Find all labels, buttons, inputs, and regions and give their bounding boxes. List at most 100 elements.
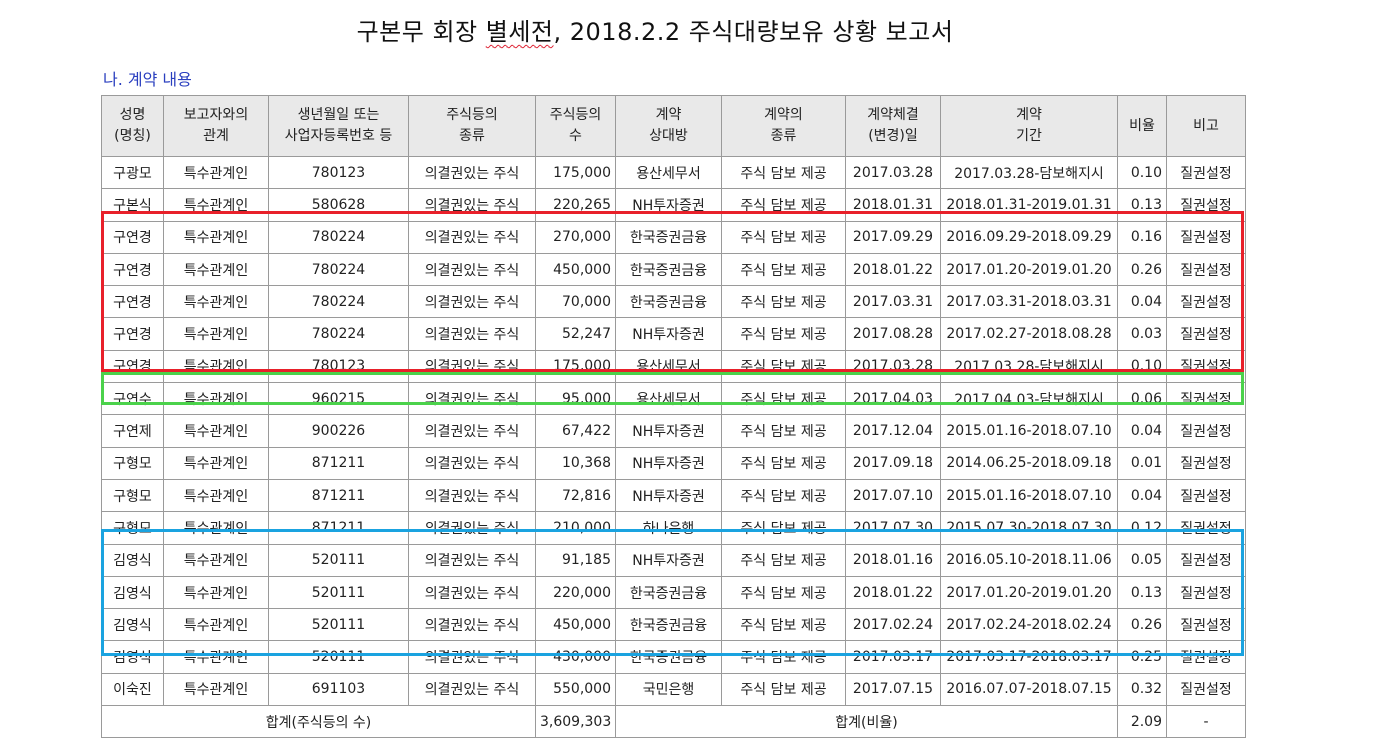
- cell-ratio: 0.03: [1117, 317, 1167, 351]
- title-pre: 구본무 회장: [356, 18, 486, 46]
- cell-birth-id: 780123: [268, 155, 409, 190]
- table-row: 구광모 특수관계인 780123 의결권있는 주식 175,000 용산세무서 주식 담보 …: [101, 155, 1246, 190]
- cell-contract-period: 2017.02.24-2018.02.24: [940, 608, 1118, 642]
- cell-contract-type: 주식 담보 제공: [721, 252, 846, 287]
- table-row: 구형모 특수관계인 871211 의결권있는 주식 72,816 NH투자증권 주식 담보 …: [101, 478, 1246, 513]
- header-cell: 성명 (명칭): [101, 95, 164, 157]
- header-line: 성명: [119, 107, 146, 123]
- cell-relation: 특수관계인: [163, 155, 269, 190]
- cell-contract-type: 주식 담보 제공: [721, 349, 846, 384]
- cell-contract-type: 주식 담보 제공: [721, 672, 846, 707]
- header-line: 주식등의: [446, 107, 498, 123]
- cell-contract-type: 주식 담보 제공: [721, 188, 846, 222]
- cell-contract-date: 2017.03.28: [845, 349, 941, 384]
- cell-counterparty: 한국증권금융: [615, 285, 722, 319]
- header-cell: 비율: [1117, 95, 1167, 157]
- total-shares-label: 합계(주식등의 수): [101, 705, 536, 738]
- table-row: 김영식 특수관계인 520111 의결권있는 주식 220,000 한국증권금융 주식 담보…: [101, 575, 1246, 610]
- cell-birth-id: 871211: [268, 511, 409, 545]
- header-line: 계약체결: [867, 107, 919, 123]
- cell-counterparty: 한국증권금융: [615, 640, 722, 674]
- cell-note: 질권설정: [1166, 188, 1246, 222]
- cell-counterparty: 하나은행: [615, 511, 722, 545]
- cell-contract-period: 2017.01.20-2019.01.20: [940, 252, 1118, 287]
- table-row: 김영식 특수관계인 520111 의결권있는 주식 91,185 NH투자증권 주식 담보 …: [101, 543, 1246, 577]
- cell-counterparty: 한국증권금융: [615, 220, 722, 254]
- table-row: 구연제 특수관계인 900226 의결권있는 주식 67,422 NH투자증권 주식 담보 …: [101, 414, 1246, 448]
- cell-note: 질권설정: [1166, 575, 1246, 610]
- cell-share-type: 의결권있는 주식: [408, 672, 536, 707]
- cell-name: 구연경: [101, 349, 164, 384]
- cell-ratio: 0.04: [1117, 478, 1167, 513]
- header-line: 비고: [1193, 117, 1219, 134]
- cell-counterparty: 한국증권금융: [615, 608, 722, 642]
- cell-name: 구형모: [101, 446, 164, 480]
- cell-share-type: 의결권있는 주식: [408, 511, 536, 545]
- cell-relation: 특수관계인: [163, 317, 269, 351]
- cell-relation: 특수관계인: [163, 672, 269, 707]
- cell-relation: 특수관계인: [163, 349, 269, 384]
- cell-contract-period: 2016.09.29-2018.09.29: [940, 220, 1118, 254]
- table-row: 구연경 특수관계인 780224 의결권있는 주식 270,000 한국증권금융 주식 담보…: [101, 220, 1246, 254]
- cell-counterparty: 용산세무서: [615, 382, 722, 416]
- cell-share-count: 430,000: [535, 640, 616, 674]
- cell-share-type: 의결권있는 주식: [408, 446, 536, 480]
- total-row: 합계(주식등의 수) 3,609,303 합계(비율) 2.09 -: [101, 705, 1246, 738]
- table-row: 이숙진 특수관계인 691103 의결권있는 주식 550,000 국민은행 주식 담보 제…: [101, 672, 1246, 707]
- cell-share-type: 의결권있는 주식: [408, 414, 536, 448]
- cell-ratio: 0.12: [1117, 511, 1167, 545]
- header-cell: 계약 상대방: [615, 95, 722, 157]
- cell-relation: 특수관계인: [163, 511, 269, 545]
- table-row: 구연경 특수관계인 780224 의결권있는 주식 70,000 한국증권금융 주식 담보 …: [101, 285, 1246, 319]
- cell-share-count: 270,000: [535, 220, 616, 254]
- table-body: 구광모 특수관계인 780123 의결권있는 주식 175,000 용산세무서 주식 담보 …: [101, 155, 1246, 707]
- cell-birth-id: 691103: [268, 672, 409, 707]
- cell-ratio: 0.10: [1117, 155, 1167, 190]
- cell-contract-period: 2017.04.03-담보해지시: [940, 382, 1118, 416]
- cell-name: 구형모: [101, 511, 164, 545]
- cell-share-type: 의결권있는 주식: [408, 382, 536, 416]
- header-line: 계약의: [764, 107, 803, 123]
- cell-share-type: 의결권있는 주식: [408, 575, 536, 610]
- header-line: (명칭): [114, 128, 151, 144]
- cell-contract-period: 2017.03.17-2018.03.17: [940, 640, 1118, 674]
- cell-relation: 특수관계인: [163, 382, 269, 416]
- cell-share-count: 450,000: [535, 608, 616, 642]
- table-row: 구연수 특수관계인 960215 의결권있는 주식 95,000 용산세무서 주식 담보 제…: [101, 382, 1246, 416]
- cell-contract-period: 2015.01.16-2018.07.10: [940, 414, 1118, 448]
- table-row: 구본식 특수관계인 580628 의결권있는 주식 220,265 NH투자증권 주식 담보…: [101, 188, 1246, 222]
- cell-relation: 특수관계인: [163, 446, 269, 480]
- cell-birth-id: 900226: [268, 414, 409, 448]
- cell-name: 구연수: [101, 382, 164, 416]
- cell-contract-date: 2017.02.24: [845, 608, 941, 642]
- header-line: 보고자와의: [183, 107, 249, 123]
- cell-birth-id: 780224: [268, 285, 409, 319]
- cell-share-type: 의결권있는 주식: [408, 349, 536, 384]
- cell-note: 질권설정: [1166, 672, 1246, 707]
- header-line: 기간: [1016, 128, 1042, 144]
- header-line: 종류: [459, 128, 485, 144]
- cell-contract-type: 주식 담보 제공: [721, 285, 846, 319]
- cell-birth-id: 871211: [268, 446, 409, 480]
- title-squiggle-word: 별세전: [485, 18, 554, 46]
- header-cell: 계약체결 (변경)일: [845, 95, 941, 157]
- cell-relation: 특수관계인: [163, 543, 269, 577]
- cell-share-count: 91,185: [535, 543, 616, 577]
- cell-contract-period: 2014.06.25-2018.09.18: [940, 446, 1118, 480]
- cell-contract-period: 2015.07.30-2018.07.30: [940, 511, 1118, 545]
- cell-contract-date: 2017.03.17: [845, 640, 941, 674]
- table-row: 김영식 특수관계인 520111 의결권있는 주식 450,000 한국증권금융 주식 담보…: [101, 608, 1246, 642]
- cell-counterparty: NH투자증권: [615, 446, 722, 480]
- cell-contract-type: 주식 담보 제공: [721, 414, 846, 448]
- cell-contract-type: 주식 담보 제공: [721, 317, 846, 351]
- cell-contract-period: 2017.03.28-담보해지시: [940, 349, 1118, 384]
- cell-name: 구광모: [101, 155, 164, 190]
- cell-birth-id: 871211: [268, 478, 409, 513]
- cell-contract-period: 2017.01.20-2019.01.20: [940, 575, 1118, 610]
- header-line: 상대방: [649, 128, 688, 144]
- cell-share-count: 550,000: [535, 672, 616, 707]
- header-row: 성명 (명칭) 보고자와의 관계 생년월일 또는 사업자등록번호 등 주식등의 종류 주식등의 수…: [101, 95, 1246, 157]
- cell-share-type: 의결권있는 주식: [408, 640, 536, 674]
- cell-note: 질권설정: [1166, 543, 1246, 577]
- cell-note: 질권설정: [1166, 414, 1246, 448]
